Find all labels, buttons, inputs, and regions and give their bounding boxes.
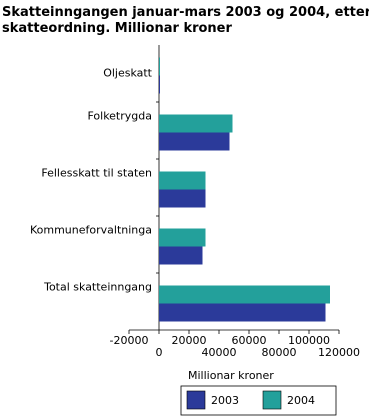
x-tick-label: 80000 bbox=[262, 346, 297, 359]
legend-label: 2004 bbox=[287, 394, 315, 407]
x-tick-label: 120000 bbox=[318, 346, 360, 359]
bar bbox=[159, 57, 160, 76]
legend-swatch bbox=[262, 390, 282, 410]
legend-label: 2003 bbox=[211, 394, 239, 407]
x-tick-label: 20000 bbox=[172, 334, 207, 347]
y-tick-label: Kommuneforvaltninga bbox=[30, 224, 152, 237]
y-tick-label: Total skatteinngang bbox=[43, 281, 152, 294]
y-tick-label: Folketrygda bbox=[87, 110, 152, 123]
bar bbox=[159, 246, 203, 265]
legend-box bbox=[180, 385, 337, 416]
x-tick-label: 40000 bbox=[202, 346, 237, 359]
bar bbox=[159, 285, 330, 304]
bar bbox=[159, 75, 160, 94]
x-tick-label: -20000 bbox=[110, 334, 149, 347]
bar bbox=[159, 228, 206, 247]
x-axis-label: Millionar kroner bbox=[188, 369, 274, 382]
y-tick-label: Oljeskatt bbox=[103, 67, 152, 80]
legend-swatch bbox=[186, 390, 206, 410]
bar bbox=[159, 132, 230, 151]
bar bbox=[159, 189, 206, 208]
bar bbox=[159, 114, 233, 133]
x-tick-label: 100000 bbox=[288, 334, 330, 347]
chart-title: Skatteinngangen januar-mars 2003 og 2004… bbox=[2, 5, 369, 36]
bar bbox=[159, 303, 326, 322]
y-tick-label: Fellesskatt til staten bbox=[41, 167, 152, 180]
x-tick-label: 0 bbox=[156, 346, 163, 359]
x-tick-label: 60000 bbox=[232, 334, 267, 347]
bar bbox=[159, 171, 206, 190]
